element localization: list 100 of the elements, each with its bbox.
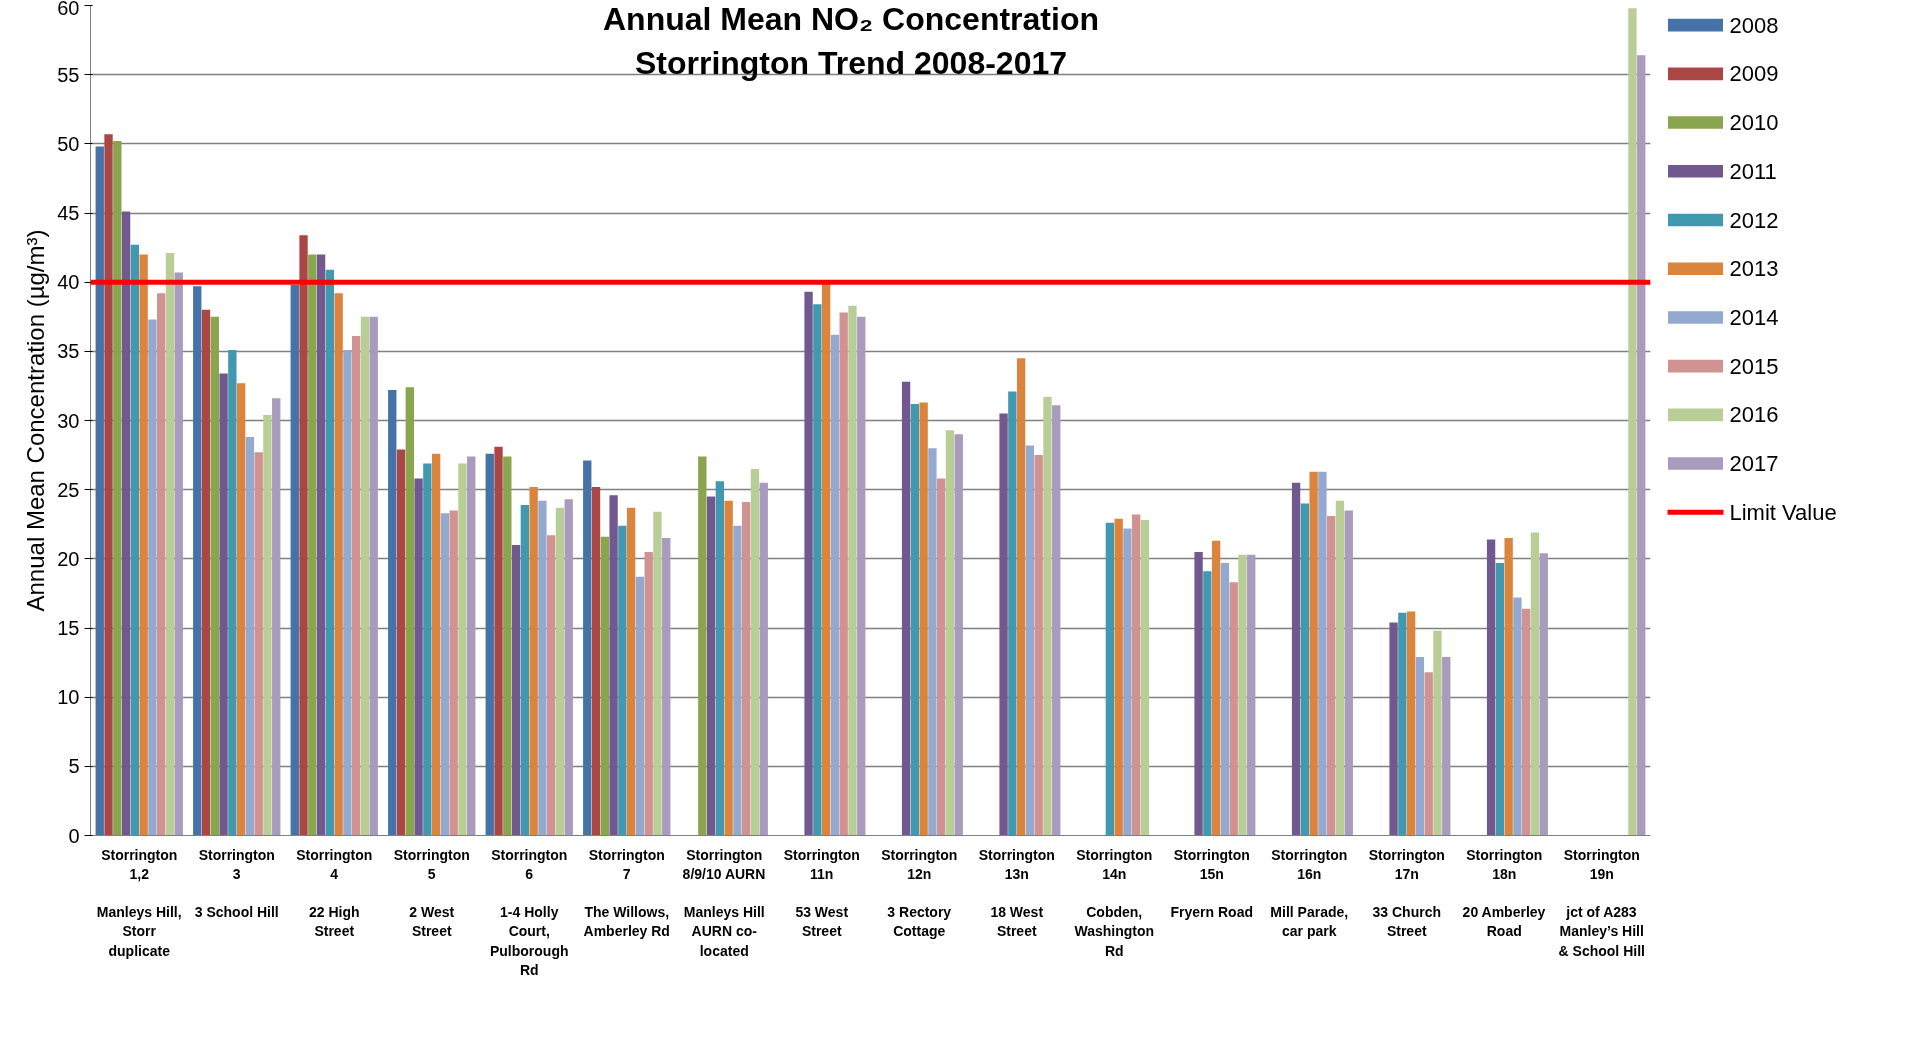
bar (148, 319, 157, 836)
bar (485, 453, 494, 836)
bar (945, 430, 955, 836)
bar (440, 513, 450, 836)
bar (449, 510, 458, 836)
bar (813, 304, 822, 836)
bar (529, 486, 538, 836)
y-tick-label: 10 (57, 686, 80, 709)
bar (839, 312, 848, 836)
y-tick-label: 50 (57, 132, 80, 155)
bar (1291, 482, 1301, 836)
bar (405, 387, 414, 836)
bar (104, 134, 113, 836)
bar (334, 293, 343, 836)
bar (750, 468, 760, 836)
bar (1628, 8, 1637, 836)
bar (254, 452, 263, 836)
bar (910, 403, 920, 836)
category-label: Storrington 16n Mill Parade, car park (1270, 846, 1349, 940)
bar (121, 211, 131, 836)
bar (653, 511, 662, 836)
bar (928, 448, 937, 836)
bar (165, 253, 175, 836)
bar (139, 254, 148, 836)
bar (467, 456, 476, 836)
legend-label: 2008 (1729, 12, 1779, 38)
category-label: Storrington 5 2 West Street (393, 846, 470, 940)
y-tick-label: 45 (57, 202, 80, 224)
legend-label: 2015 (1729, 353, 1779, 379)
bar (954, 434, 963, 836)
bar (583, 460, 592, 836)
bar (1522, 608, 1531, 836)
bar (1016, 358, 1026, 836)
bar (1309, 471, 1318, 836)
bar (600, 536, 609, 836)
bar (1052, 405, 1061, 836)
legend-label: 2010 (1729, 110, 1779, 136)
bar (937, 478, 946, 836)
bar (1344, 510, 1353, 836)
bar (299, 235, 308, 836)
bar (245, 437, 255, 836)
category-label: Storrington 18n 20 Amberley Road (1462, 846, 1546, 940)
bar (193, 286, 202, 836)
bar (821, 282, 831, 836)
category-label: Storrington 8/9/10 AURN Manleys Hill AURN co- located (682, 846, 766, 959)
category-label: Storrington 4 22 High Street (296, 846, 373, 940)
bar (219, 373, 228, 836)
bar (1433, 630, 1442, 836)
bar (1530, 532, 1540, 836)
bar (520, 504, 530, 836)
legend-label: 2017 (1729, 451, 1779, 477)
bar (857, 316, 866, 836)
category-label: Storrington 15n Fryern Road (1170, 846, 1253, 921)
bar (494, 446, 503, 836)
y-tick-label: 40 (57, 271, 80, 294)
bar (360, 316, 370, 836)
bar (396, 449, 406, 836)
bar (547, 535, 556, 836)
category-label: Storrington 3 3 School Hill (194, 846, 279, 921)
text: Annual Mean NO₂ Concentration Storrington Trend 2008-2017 (602, 1, 1100, 81)
bar (272, 398, 281, 836)
bar (369, 316, 378, 836)
bar (564, 499, 573, 836)
bar (1105, 522, 1115, 836)
bar (618, 525, 627, 836)
bar (919, 402, 928, 836)
bar (626, 507, 636, 836)
bar (201, 309, 211, 836)
bar (715, 481, 725, 836)
legend-label: 2014 (1729, 304, 1779, 330)
bar (1486, 539, 1496, 836)
bar (263, 414, 272, 836)
bar (1008, 391, 1017, 836)
bar (742, 502, 751, 836)
bar (1389, 622, 1398, 836)
category-label: Storrington 7 The Willows, Amberley Rd (583, 846, 670, 940)
bar (591, 486, 601, 836)
y-axis-title: Annual Mean Concentration (µg/m³) (22, 229, 50, 612)
bar (210, 316, 219, 836)
bar (1495, 562, 1505, 836)
bar (316, 254, 326, 836)
bar (414, 478, 423, 836)
bar (431, 453, 441, 836)
bar (698, 456, 707, 836)
legend-label: 2011 (1729, 158, 1777, 184)
y-tick-label: 60 (57, 0, 80, 19)
bar (1539, 553, 1548, 836)
bar (236, 383, 246, 836)
bar (157, 293, 166, 836)
bar (1415, 657, 1425, 836)
bar (759, 482, 768, 836)
legend-label: Limit Value (1729, 499, 1837, 525)
bar (555, 507, 565, 836)
bar (1300, 503, 1310, 836)
category-label: Storrington 6 1-4 Holly Court, Pulborough Rd (489, 846, 569, 978)
bar (706, 496, 716, 836)
bar (1220, 562, 1230, 836)
bar (1203, 571, 1212, 836)
bar (609, 495, 618, 836)
bar (1025, 445, 1035, 836)
